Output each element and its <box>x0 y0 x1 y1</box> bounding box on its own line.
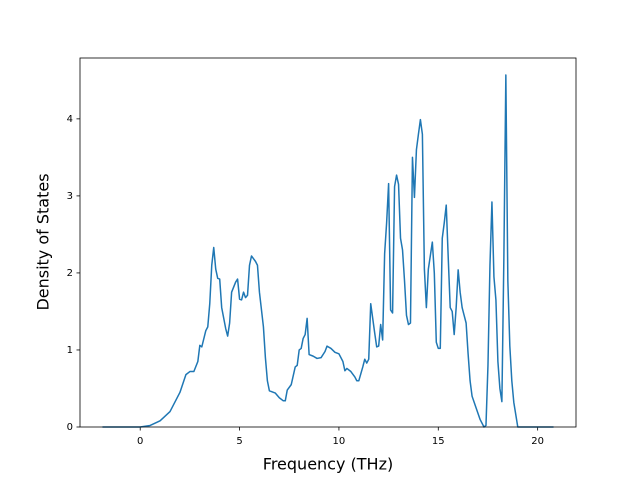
line <box>102 74 554 428</box>
x-tick-label: 0 <box>137 436 143 447</box>
x-tick-label: 15 <box>432 436 445 447</box>
y-tick-label: 4 <box>67 114 73 125</box>
y-tick-label: 1 <box>67 345 73 356</box>
plot-frame <box>79 57 577 428</box>
x-axis-label: Frequency (THz) <box>263 455 393 474</box>
y-tick-label: 0 <box>67 422 73 433</box>
y-tick-label: 2 <box>67 268 73 279</box>
x-tick-label: 10 <box>333 436 346 447</box>
x-tick-label: 20 <box>531 436 544 447</box>
x-tick-label: 5 <box>236 436 242 447</box>
y-tick-label: 3 <box>67 191 73 202</box>
y-axis-label: Density of States <box>34 173 53 310</box>
